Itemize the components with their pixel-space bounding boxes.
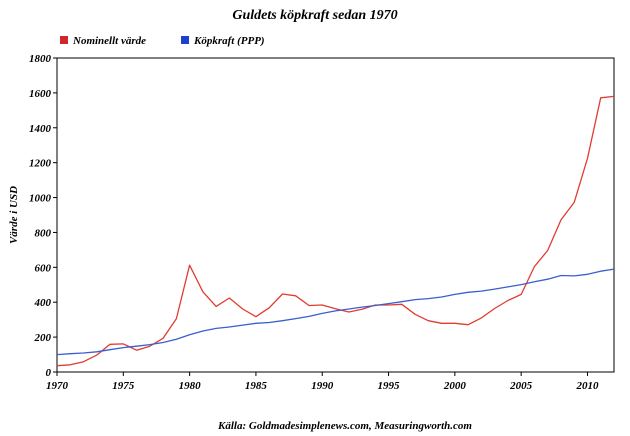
chart-title: Guldets köpkraft sedan 1970 [232,8,397,23]
legend-label-ppp: Köpkraft (PPP) [193,35,265,47]
series-line-ppp [56,268,615,356]
y-axis-label: Värde i USD [8,186,20,244]
x-tick-label: 2005 [509,380,533,392]
y-tick-label: 1200 [29,158,52,170]
y-tick-label: 1800 [29,53,52,65]
x-axis-ticks: 1970 1975 1980 1985 1990 1995 2000 2005 2010 [46,372,599,392]
legend-swatch-nominal [60,36,68,44]
x-tick-label: 2010 [575,380,599,392]
source-caption: Källa: Goldmadesimplenews.com, Measuring… [217,420,472,432]
x-tick-label: 1975 [112,380,135,392]
legend-label-nominal: Nominellt värde [72,35,146,47]
x-tick-label: 1995 [378,380,401,392]
plot-area [56,57,615,373]
x-tick-label: 1990 [311,380,334,392]
x-tick-label: 1980 [179,380,202,392]
y-tick-label: 600 [35,262,52,274]
y-tick-label: 0 [46,367,52,379]
x-tick-label: 1985 [245,380,268,392]
y-tick-label: 800 [35,227,52,239]
x-tick-label: 2000 [443,380,467,392]
y-tick-label: 1600 [29,88,52,100]
series-lines [56,95,615,367]
y-axis-ticks: 0 200 400 600 800 1000 1200 1400 1600 1800 [29,53,57,379]
y-tick-label: 1000 [29,193,52,205]
x-tick-label: 1970 [46,380,69,392]
y-tick-label: 400 [34,297,52,309]
chart-legend: Nominellt värde Köpkraft (PPP) [60,35,265,47]
y-tick-label: 1400 [29,123,52,135]
series-line-nominal [56,95,615,367]
legend-swatch-ppp [181,36,189,44]
y-tick-label: 200 [34,332,52,344]
